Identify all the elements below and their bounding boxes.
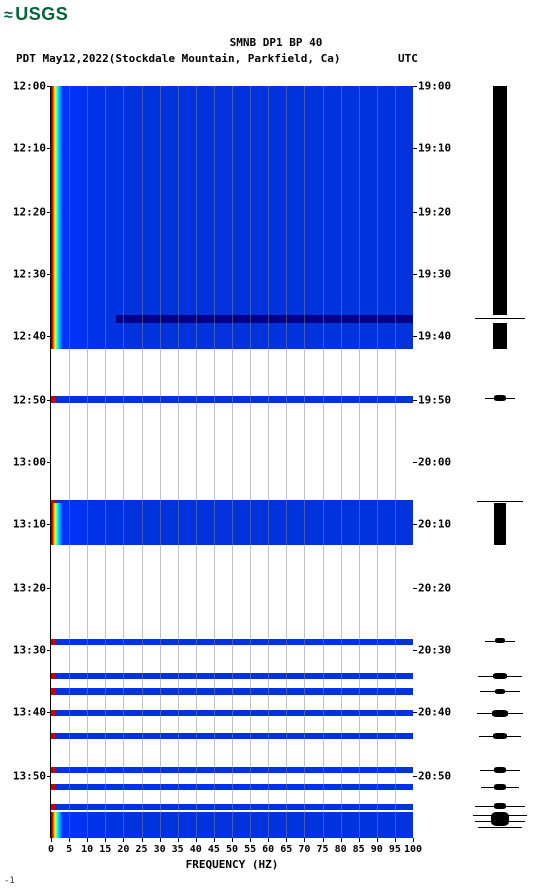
y-right-tick-label: 20:40 [418,706,451,719]
spectrogram-plot: 12:0012:1012:2012:3012:4012:5013:0013:10… [50,86,413,838]
y-right-tick-label: 19:30 [418,268,451,281]
tz-right-label: UTC [398,52,418,65]
seismogram-trace [493,86,507,315]
seismogram-event [493,673,507,679]
seismogram-trace [494,503,506,544]
x-tick-label: 80 [335,844,347,855]
seismogram-event [495,689,505,694]
seismogram-trace [493,323,507,349]
x-tick-label: 50 [226,844,238,855]
y-right-tick-label: 20:10 [418,518,451,531]
seismogram-event [494,784,506,790]
x-tick-label: 65 [280,844,292,855]
seismogram-event [493,733,507,739]
x-tick-label: 20 [117,844,129,855]
x-tick-label: 30 [154,844,166,855]
x-tick-label: 95 [389,844,401,855]
usgs-logo: ≈USGS [4,4,68,25]
spectrogram-grid [51,86,413,838]
y-right-tick-label: 19:20 [418,205,451,218]
y-left-tick-label: 13:50 [13,769,46,782]
y-right-tick-label: 19:10 [418,142,451,155]
y-right-tick-label: 20:30 [418,644,451,657]
y-left-tick-label: 13:00 [13,456,46,469]
logo-wave-icon: ≈ [4,7,13,25]
x-tick-label: 5 [66,844,72,855]
seismogram-event [491,812,509,826]
x-axis-title: FREQUENCY (HZ) [51,858,413,871]
x-tick-label: 90 [371,844,383,855]
seismogram-spike [478,827,522,828]
y-left-tick-label: 13:20 [13,581,46,594]
date-label: May12,2022 [43,52,109,65]
x-tick-label: 45 [208,844,220,855]
x-tick-label: 100 [404,844,422,855]
y-left-tick-label: 12:00 [13,80,46,93]
y-right-tick-label: 19:40 [418,330,451,343]
x-tick-label: 75 [316,844,328,855]
y-right-tick-label: 20:20 [418,581,451,594]
x-tick-label: 0 [48,844,54,855]
y-right-tick-label: 19:00 [418,80,451,93]
y-left-tick-label: 13:10 [13,518,46,531]
y-right-tick-label: 19:50 [418,393,451,406]
x-tick-label: 70 [298,844,310,855]
seismogram-event [492,710,508,717]
tz-left-label: PDT [16,52,43,65]
y-left-tick-label: 12:50 [13,393,46,406]
location-label: (Stockdale Mountain, Parkfield, Ca) [109,52,341,65]
y-right-tick-label: 20:00 [418,456,451,469]
logo-text: USGS [15,4,68,24]
x-tick-label: 25 [135,844,147,855]
y-left-tick-label: 12:20 [13,205,46,218]
seismogram-spike [477,501,523,502]
y-left-tick-label: 12:40 [13,330,46,343]
seismogram-event [495,638,505,643]
x-tick-label: 10 [81,844,93,855]
seismogram-column [470,86,530,838]
x-tick-label: 35 [172,844,184,855]
x-tick-label: 55 [244,844,256,855]
footer-mark: -1 [4,876,15,886]
y-right-tick-label: 20:50 [418,769,451,782]
seismogram-event [494,767,506,773]
x-tick-label: 15 [99,844,111,855]
seismogram-event [494,395,506,401]
seismogram-event [494,803,506,809]
y-left-tick-label: 13:30 [13,644,46,657]
y-left-tick-label: 12:10 [13,142,46,155]
x-tick-label: 85 [353,844,365,855]
chart-subtitle: PDT May12,2022(Stockdale Mountain, Parkf… [16,52,341,65]
chart-title: SMNB DP1 BP 40 [0,36,552,49]
y-left-tick-label: 12:30 [13,268,46,281]
y-left-tick-label: 13:40 [13,706,46,719]
seismogram-spike [475,318,525,319]
x-tick-label: 60 [262,844,274,855]
x-tick-label: 40 [190,844,202,855]
